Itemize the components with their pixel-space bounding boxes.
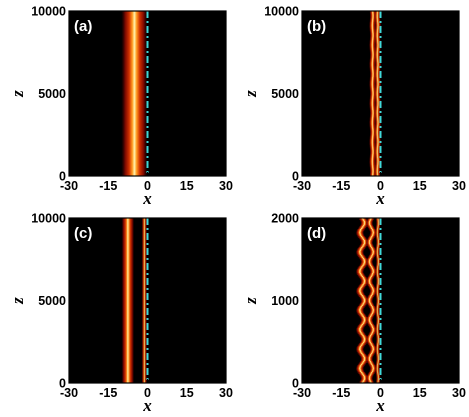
y-tick-label: 10000 xyxy=(31,5,66,19)
panel-d: -30 -15 0 15 30 0 1000 2000 x z (d) xyxy=(241,212,466,416)
x-tick-label: -15 xyxy=(99,179,117,193)
beam-1 xyxy=(369,11,377,176)
y-tick-label: 2000 xyxy=(271,212,299,226)
panel-label: (c) xyxy=(74,225,92,242)
x-tick-label: 0 xyxy=(144,386,151,400)
y-axis-label: z xyxy=(8,297,27,305)
panel-b: -30 -15 0 15 30 0 5000 10000 x z (b) xyxy=(241,5,466,209)
beam-1 xyxy=(121,11,148,176)
panel-c: -30 -15 0 15 30 0 5000 10000 x z (c) xyxy=(8,212,233,416)
y-tick-label: 10000 xyxy=(31,212,66,226)
x-tick-label: 15 xyxy=(180,386,194,400)
y-tick-label: 5000 xyxy=(271,87,299,101)
x-tick-label: -30 xyxy=(60,386,78,400)
x-tick-label: -15 xyxy=(99,386,117,400)
x-tick-label: 15 xyxy=(180,179,194,193)
panel-a: -30 -15 0 15 30 0 5000 10000 x z (a) xyxy=(8,5,233,209)
beam-3 xyxy=(375,218,381,383)
beam-2 xyxy=(374,11,382,176)
x-tick-label: 0 xyxy=(377,179,384,193)
x-tick-label: 30 xyxy=(452,386,466,400)
y-tick-label: 0 xyxy=(59,377,66,391)
y-tick-label: 0 xyxy=(292,377,299,391)
beam-2 xyxy=(141,218,147,383)
x-axis-label: x xyxy=(375,189,385,208)
x-tick-label: 30 xyxy=(219,179,233,193)
x-tick-label: 0 xyxy=(377,386,384,400)
x-tick-label: -30 xyxy=(293,386,311,400)
y-tick-label: 5000 xyxy=(38,294,66,308)
y-tick-label: 10000 xyxy=(264,5,299,19)
y-tick-label: 0 xyxy=(59,170,66,184)
y-axis-label: z xyxy=(241,90,260,98)
x-tick-label: 30 xyxy=(219,386,233,400)
beam-1 xyxy=(121,218,135,383)
x-tick-label: -30 xyxy=(60,179,78,193)
y-tick-label: 1000 xyxy=(271,294,299,308)
x-tick-label: -15 xyxy=(332,179,350,193)
y-tick-label: 5000 xyxy=(38,87,66,101)
panel-label: (b) xyxy=(307,18,326,35)
x-tick-label: 15 xyxy=(413,179,427,193)
x-tick-label: 15 xyxy=(413,386,427,400)
y-axis-label: z xyxy=(8,90,27,98)
y-axis-label: z xyxy=(241,297,260,305)
x-tick-label: -30 xyxy=(293,179,311,193)
beam-1 xyxy=(355,218,369,383)
beam-2 xyxy=(366,218,377,383)
x-tick-label: -15 xyxy=(332,386,350,400)
panel-label: (a) xyxy=(74,18,92,35)
x-axis-label: x xyxy=(375,396,385,415)
y-tick-label: 0 xyxy=(292,170,299,184)
x-axis-label: x xyxy=(142,189,152,208)
x-axis-label: x xyxy=(142,396,152,415)
panel-label: (d) xyxy=(307,225,326,242)
x-tick-label: 0 xyxy=(144,179,151,193)
x-tick-label: 30 xyxy=(452,179,466,193)
